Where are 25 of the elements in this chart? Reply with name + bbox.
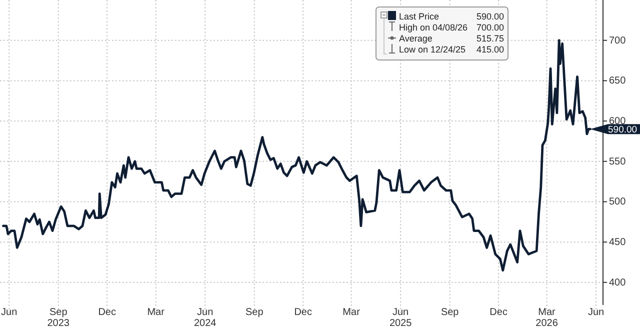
x-tick-label: Mar <box>342 307 361 318</box>
x-tick-label: Mar 2026 <box>536 307 558 328</box>
x-tick-label: Jun 2025 <box>389 307 412 328</box>
text: Average 515.75 <box>399 34 504 44</box>
x-tick-label: Jun <box>1 307 18 318</box>
annotation: 590.00 <box>608 124 638 136</box>
y-tick-label: 500 <box>609 196 626 208</box>
legend-label: Last Price <box>399 12 440 22</box>
y-tick-label: 550 <box>609 156 626 168</box>
x-tick-label: Dec <box>490 307 508 318</box>
x-tick-label: Dec <box>98 307 116 318</box>
x-tick-label: Jun <box>588 307 604 318</box>
y-tick-label: 700 <box>609 35 626 46</box>
annotation: High on 04/08/26 700.00 <box>399 22 504 32</box>
x-tick-label: Mar <box>147 307 166 318</box>
y-tick-label: 650 <box>609 76 626 87</box>
x-tick-label: Sep 2023 <box>47 307 70 328</box>
x-tick-label: Dec <box>294 307 312 318</box>
text: 590.00 <box>476 12 504 22</box>
x-tick-label: Sep <box>245 307 264 318</box>
x-tick-label: Jun 2024 <box>194 307 217 328</box>
x-tick-label: Sep <box>440 307 460 318</box>
y-tick-label: 450 <box>609 237 626 248</box>
y-tick-label: 400 <box>609 277 626 288</box>
text: Low on 12/24/25 415.00 <box>399 44 504 54</box>
